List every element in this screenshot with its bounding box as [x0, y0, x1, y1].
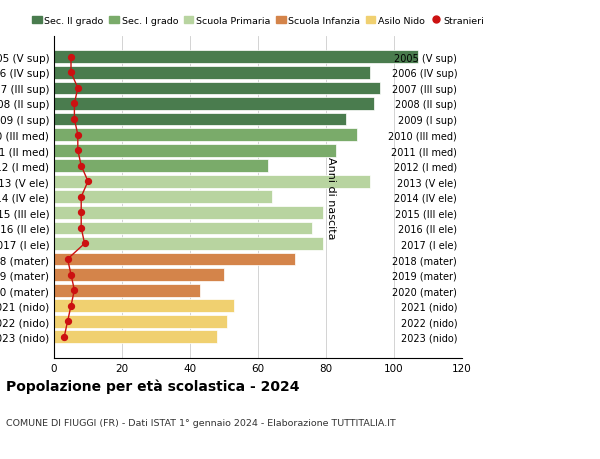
Point [73, 147, 83, 155]
Point [70, 101, 79, 108]
Bar [54, 129, 356, 142]
Bar [54, 269, 224, 281]
Bar [54, 238, 323, 250]
Point [66, 271, 76, 279]
Y-axis label: Anni di nascita: Anni di nascita [326, 156, 336, 239]
Point [76, 209, 86, 217]
Bar [54, 113, 346, 126]
Bar [54, 67, 370, 79]
Bar [54, 160, 268, 173]
Bar [54, 315, 227, 328]
Point [66, 69, 76, 77]
Bar [54, 145, 336, 157]
Bar [54, 330, 217, 343]
Bar [54, 98, 374, 111]
Point [59, 333, 69, 341]
Bar [54, 300, 234, 313]
Point [83, 178, 93, 185]
Point [66, 54, 76, 62]
Point [76, 194, 86, 201]
Bar [54, 191, 272, 204]
Bar [54, 222, 313, 235]
Bar [54, 175, 370, 188]
Point [76, 162, 86, 170]
Point [76, 225, 86, 232]
Legend: Sec. II grado, Sec. I grado, Scuola Primaria, Scuola Infanzia, Asilo Nido, Stran: Sec. II grado, Sec. I grado, Scuola Prim… [32, 17, 484, 26]
Point [73, 132, 83, 139]
Point [66, 302, 76, 310]
Text: COMUNE DI FIUGGI (FR) - Dati ISTAT 1° gennaio 2024 - Elaborazione TUTTITALIA.IT: COMUNE DI FIUGGI (FR) - Dati ISTAT 1° ge… [6, 418, 396, 427]
Bar [54, 51, 418, 64]
Point [70, 287, 79, 294]
Bar [54, 253, 295, 266]
Text: Popolazione per età scolastica - 2024: Popolazione per età scolastica - 2024 [6, 379, 299, 393]
Bar [54, 207, 323, 219]
Bar [54, 284, 200, 297]
Bar [54, 82, 380, 95]
Point [80, 240, 89, 247]
Point [73, 85, 83, 92]
Point [63, 318, 73, 325]
Point [63, 256, 73, 263]
Point [70, 116, 79, 123]
